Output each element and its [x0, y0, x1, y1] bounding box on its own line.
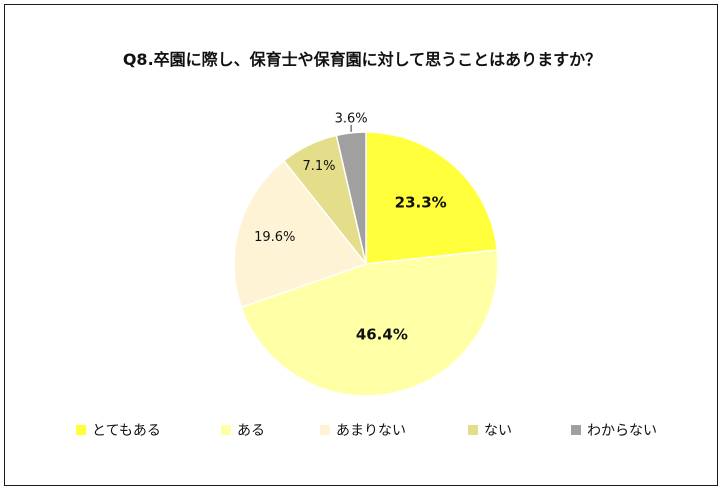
slice-label-1: 23.3% [395, 194, 447, 212]
slice-label-2: 46.4% [356, 325, 408, 343]
slice-label-5: 3.6% [335, 111, 368, 126]
slice-label-4: 7.1% [302, 159, 335, 174]
pie-slice-3 [233, 159, 368, 309]
pie-slice-2 [240, 249, 499, 397]
chart-title: Q8.卒園に際し、保育士や保育園に対して思うことはありますか？ [122, 50, 602, 69]
slice-label-3: 19.6% [254, 230, 295, 245]
pie-slice-5 [335, 131, 367, 265]
pie-slice-1 [365, 131, 499, 265]
